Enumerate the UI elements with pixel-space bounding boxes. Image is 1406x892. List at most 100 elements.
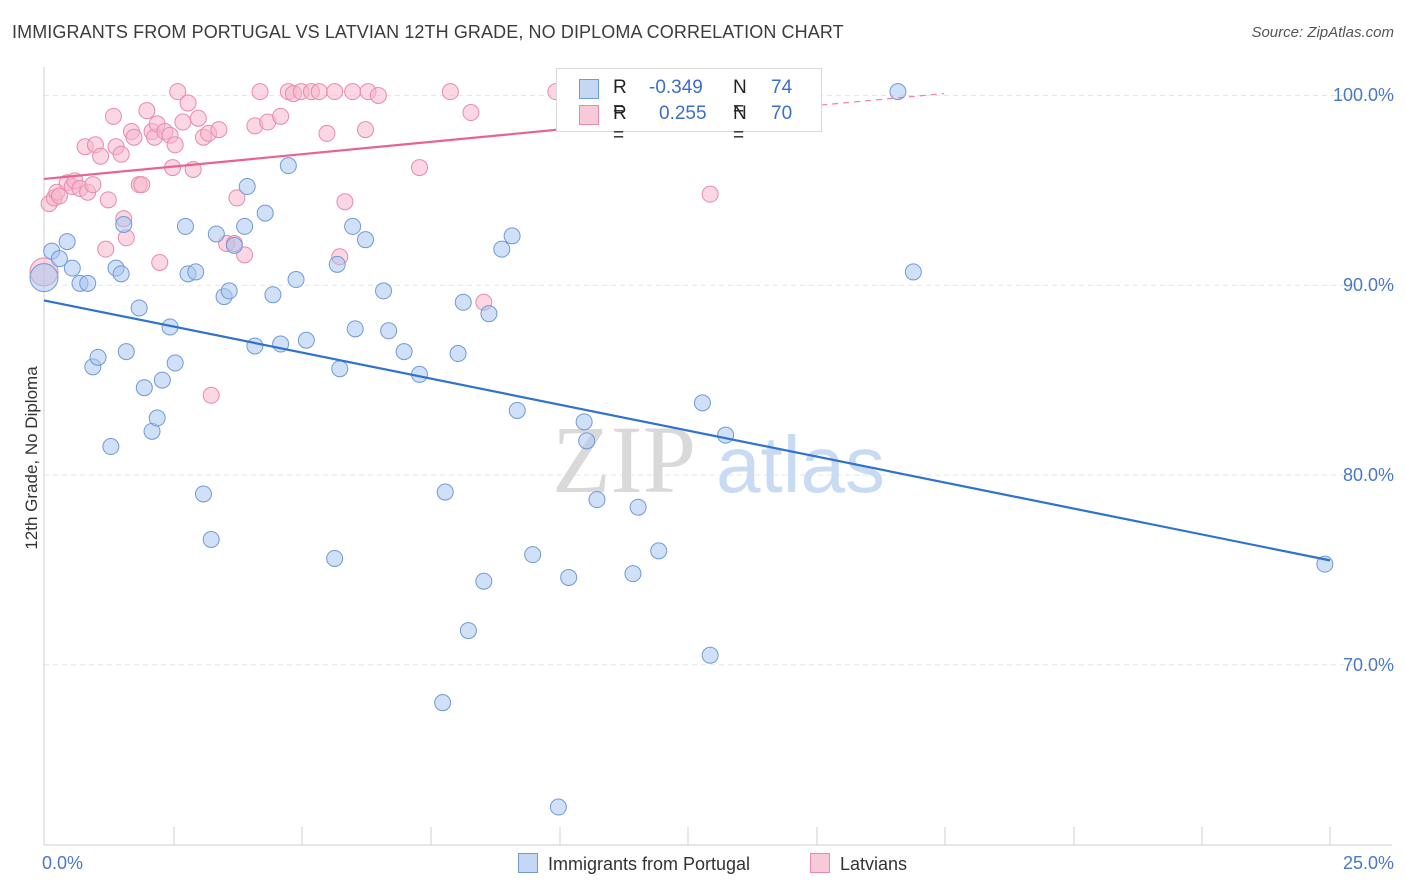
latvians-point (326, 83, 344, 101)
portugal-point (701, 646, 719, 664)
latvians-point (228, 189, 246, 207)
latvians-point (251, 83, 269, 101)
portugal-point (508, 401, 526, 419)
latvians-point (50, 187, 68, 205)
legend-n-label: N = (733, 77, 747, 120)
latvians-point (133, 176, 151, 194)
latvians-point (92, 147, 110, 165)
legend-swatch-blue (579, 79, 599, 99)
latvians-point (166, 136, 184, 154)
portugal-point (207, 225, 225, 243)
bottom-legend-latvians: Latvians (810, 853, 907, 875)
portugal-point (344, 217, 362, 235)
portugal-point (117, 343, 135, 361)
portugal-point (493, 240, 511, 258)
latvians-point (112, 145, 130, 163)
x-axis (43, 67, 1392, 846)
legend-swatch-pink (579, 105, 599, 125)
portugal-point (194, 485, 212, 503)
latvians-point (701, 185, 719, 203)
y-tick-label: 90.0% (1342, 275, 1394, 296)
bottom-legend-portugal: Immigrants from Portugal (518, 853, 750, 875)
source-label: Source: ZipAtlas.com (1251, 24, 1394, 41)
legend-r-label: R = (613, 103, 627, 146)
latvians-point (169, 83, 187, 101)
portugal-point (475, 572, 493, 590)
legend-r-value: 0.255 (659, 103, 707, 124)
latvians-point (344, 83, 362, 101)
portugal-point (650, 542, 668, 560)
portugal-point (148, 409, 166, 427)
latvians-point (210, 121, 228, 139)
latvians-point (84, 176, 102, 194)
portugal-point (717, 426, 735, 444)
latvians-point (138, 102, 156, 120)
latvians-point (174, 113, 192, 131)
portugal-point (889, 83, 907, 101)
portugal-point (629, 498, 647, 516)
portugal-point (331, 360, 349, 378)
latvians-point (357, 121, 374, 139)
portugal-point (346, 320, 364, 338)
latvians-point (369, 86, 387, 104)
portugal-trend-line (43, 299, 1331, 562)
portugal-point (624, 565, 642, 583)
portugal-point (89, 348, 107, 366)
x-tick-label-min: 0.0% (42, 853, 84, 873)
portugal-point (380, 322, 398, 340)
y-tick-label: 80.0% (1342, 464, 1394, 485)
portugal-point (503, 227, 521, 245)
latvians-trend-extension (558, 92, 945, 131)
portugal-point (63, 259, 81, 277)
trend-lines (43, 92, 1331, 562)
portugal-point (575, 413, 593, 431)
portugal-point (153, 371, 171, 389)
portugal-point (135, 379, 153, 397)
latvians-point (99, 191, 117, 209)
latvians-point (411, 159, 429, 177)
portugal-point (115, 215, 133, 233)
legend-n-label: N = (733, 103, 747, 146)
latvians-point (336, 193, 354, 211)
portugal-point (297, 331, 315, 349)
portugal-point (176, 217, 194, 235)
portugal-point (256, 204, 274, 222)
portugal-point (287, 271, 305, 289)
portugal-point (549, 798, 567, 816)
legend: R = -0.349 N = 74 R = 0.255 N = 70 (556, 68, 822, 146)
bottom-legend-label: Latvians (840, 854, 908, 874)
portugal-point (112, 265, 130, 283)
y-tick-label: 70.0% (1342, 654, 1394, 675)
latvians-point (272, 107, 290, 125)
y-tick-label: 100.0% (1332, 85, 1394, 106)
portugal-point (588, 491, 606, 509)
latvians-point (151, 253, 169, 271)
bottom-legend-swatch-pink (810, 853, 830, 873)
bottom-legend-label: Immigrants from Portugal (548, 854, 751, 874)
portugal-point (130, 299, 148, 317)
portugal-point (454, 293, 472, 311)
portugal-point (459, 622, 477, 640)
portugal-point (560, 568, 578, 586)
latvians-point (202, 386, 220, 404)
portugal-point (187, 263, 205, 281)
watermark-zip: ZIP (552, 406, 696, 513)
portugal-point (357, 231, 374, 249)
portugal-point (29, 263, 59, 293)
legend-r-value: -0.349 (649, 77, 703, 98)
portugal-point (264, 286, 282, 304)
portugal-point (375, 282, 393, 300)
x-tick-label-max: 25.0% (1342, 853, 1394, 873)
portugal-point (58, 233, 76, 251)
latvians-trend-line (43, 128, 559, 181)
latvians-point (441, 83, 459, 101)
portugal-point (202, 530, 220, 548)
portugal-points (29, 83, 1334, 816)
portugal-point (436, 483, 454, 501)
latvians-point (125, 128, 143, 146)
portugal-point (220, 282, 238, 300)
legend-n-value: 70 (771, 103, 793, 124)
portugal-point (524, 546, 542, 564)
portugal-point (238, 178, 256, 196)
